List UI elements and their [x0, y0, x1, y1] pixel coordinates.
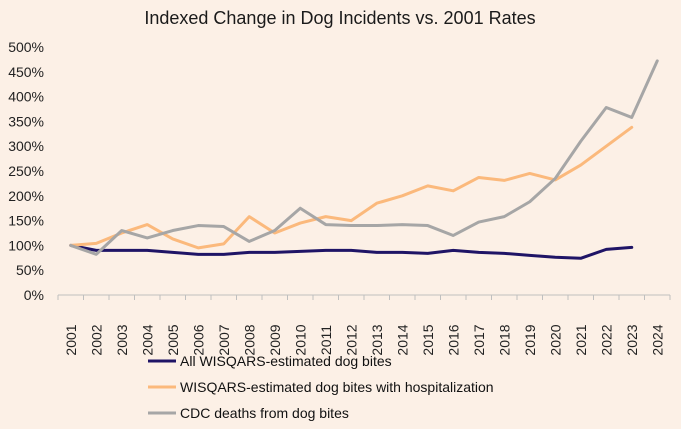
x-tick-label: 2022 — [598, 324, 614, 355]
x-tick-label: 2001 — [63, 324, 79, 355]
x-tick-label: 2006 — [190, 324, 206, 355]
x-tick-label: 2024 — [649, 324, 665, 355]
y-tick-label: 450% — [8, 64, 44, 80]
chart-title: Indexed Change in Dog Incidents vs. 2001… — [144, 8, 535, 28]
y-tick-label: 150% — [8, 213, 44, 229]
y-axis: 0% 50% 100% 150% 200% 250% 300% 350% 400% 450% 500… — [8, 39, 44, 303]
x-tick-label: 2021 — [573, 324, 589, 355]
x-tick-label: 2020 — [547, 324, 563, 355]
y-tick-label: 400% — [8, 89, 44, 105]
y-tick-label: 100% — [8, 237, 44, 253]
legend-label: All WISQARS-estimated dog bites — [180, 353, 392, 369]
y-tick-label: 500% — [8, 39, 44, 55]
x-tick-label: 2019 — [522, 324, 538, 355]
x-tick-label: 2002 — [88, 324, 104, 355]
series-line-3 — [69, 59, 659, 256]
x-tick-label: 2011 — [318, 325, 334, 355]
x-tick-label: 2005 — [165, 324, 181, 355]
x-tick-label: 2012 — [343, 324, 359, 355]
y-tick-label: 250% — [8, 163, 44, 179]
legend-label: CDC deaths from dog bites — [180, 405, 349, 421]
x-tick-label: 2004 — [139, 324, 155, 355]
x-tick-label: 2015 — [420, 324, 436, 355]
legend-label: WISQARS-estimated dog bites with hospita… — [180, 379, 494, 395]
x-axis: 2001 2002 2003 2004 2005 2006 2007 2008 2009 2010… — [57, 294, 671, 356]
y-tick-label: 50% — [16, 262, 44, 278]
series-line-1 — [69, 243, 634, 260]
x-tick-label: 2017 — [471, 324, 487, 355]
x-tick-label: 2010 — [292, 324, 308, 355]
y-tick-label: 200% — [8, 188, 44, 204]
x-tick-label: 2007 — [216, 324, 232, 355]
y-tick-label: 350% — [8, 113, 44, 129]
series-line-2 — [69, 125, 634, 250]
x-tick-label: 2014 — [394, 324, 410, 355]
y-tick-label: 300% — [8, 138, 44, 154]
x-tick-label: 2016 — [445, 324, 461, 355]
x-tick-label: 2018 — [496, 324, 512, 355]
x-tick-label: 2003 — [114, 324, 130, 355]
series-lines — [69, 59, 659, 260]
legend: All WISQARS-estimated dog bites WISQARS-e… — [148, 353, 494, 421]
y-tick-label: 0% — [24, 287, 44, 303]
x-tick-label: 2013 — [369, 324, 385, 355]
x-tick-label: 2008 — [241, 324, 257, 355]
x-tick-label: 2009 — [267, 324, 283, 355]
x-tick-label: 2023 — [624, 324, 640, 355]
